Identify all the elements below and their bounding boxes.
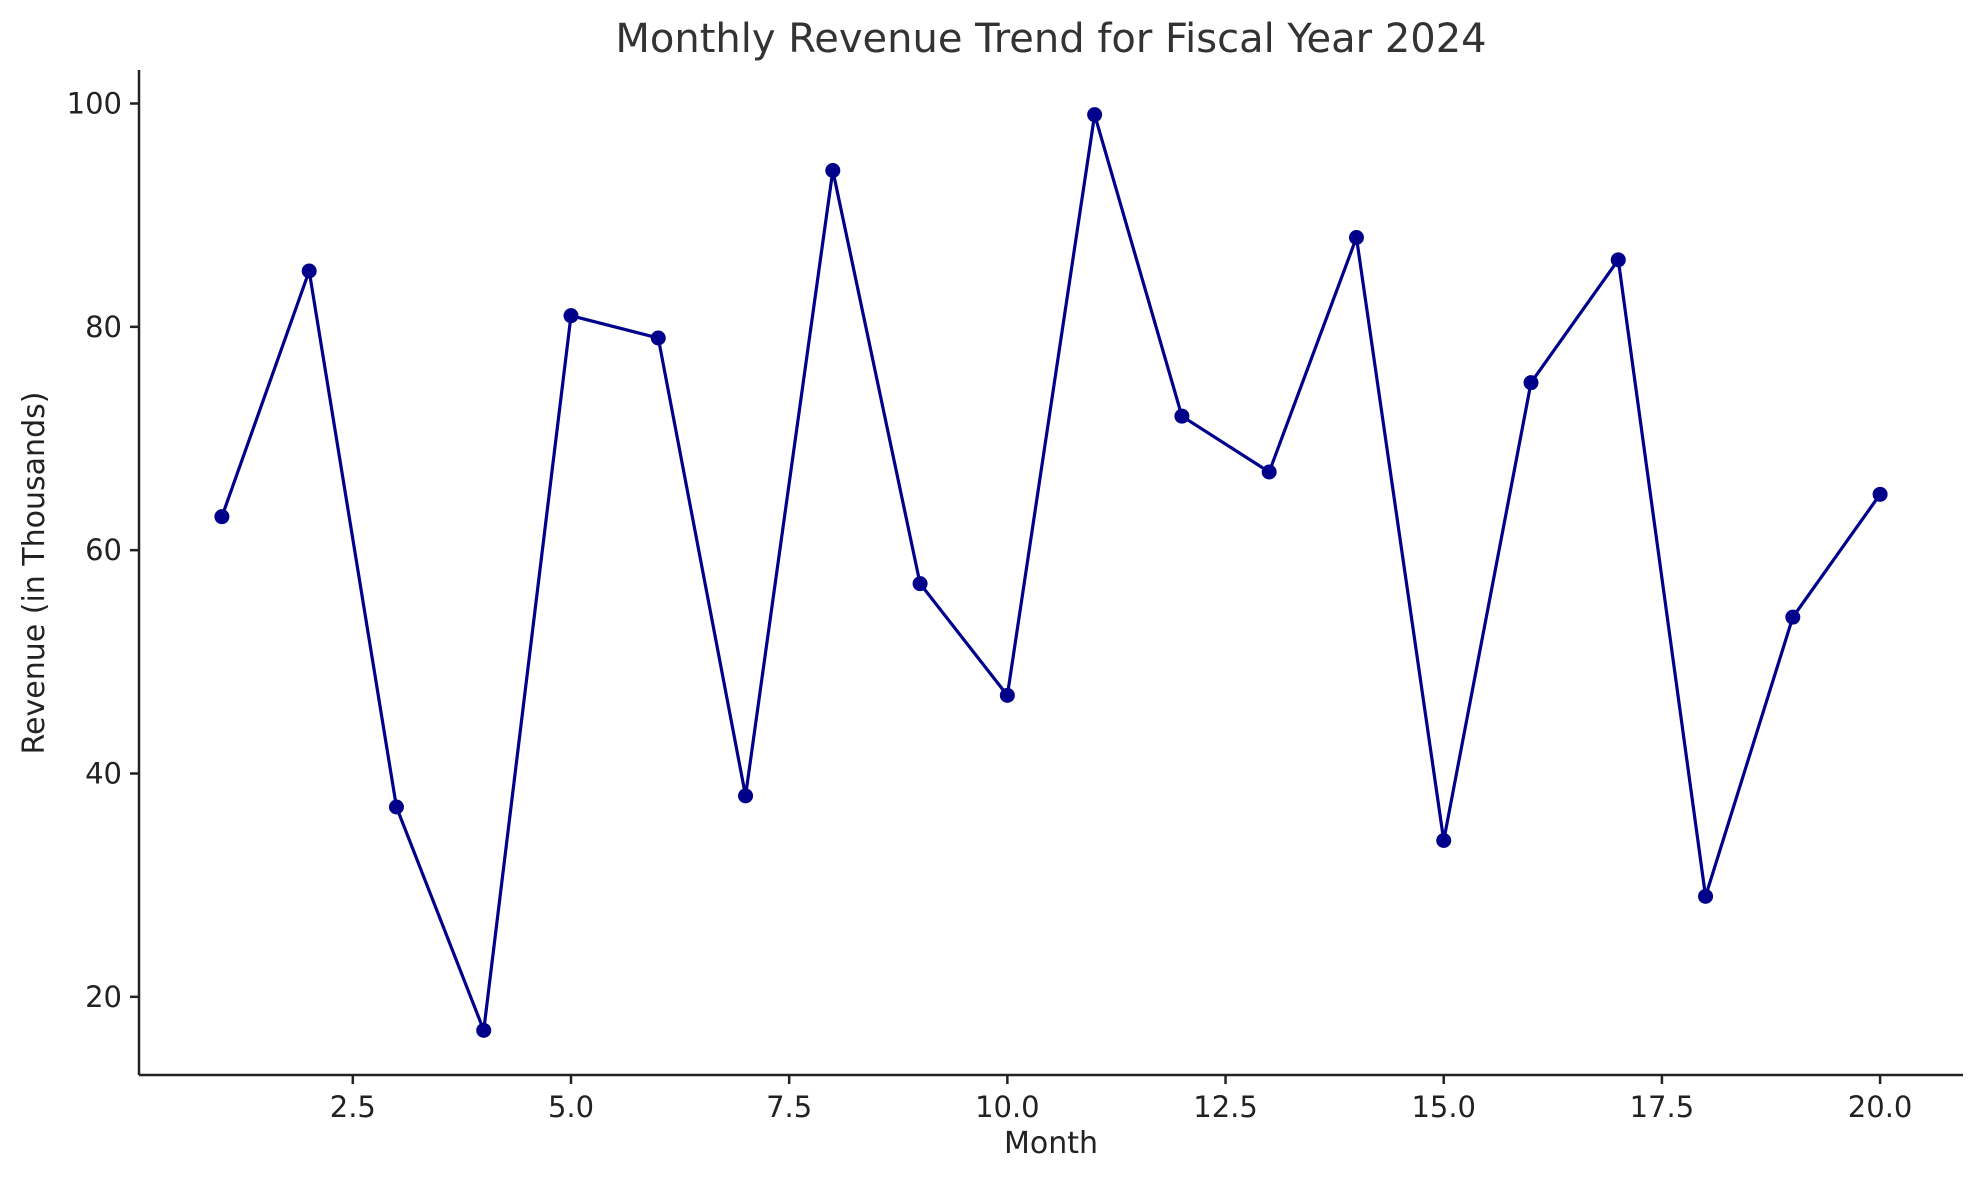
- data-point: [1872, 486, 1888, 502]
- x-tick-label: 2.5: [330, 1090, 376, 1124]
- x-tick-label: 12.5: [1193, 1090, 1258, 1124]
- data-point: [563, 308, 579, 324]
- y-axis-label: Revenue (in Thousands): [17, 392, 52, 755]
- axes: [137, 70, 1963, 1077]
- data-point: [1523, 375, 1539, 391]
- x-tick-label: 20.0: [1848, 1090, 1913, 1124]
- data-point: [1348, 230, 1364, 245]
- y-tick-label: 100: [67, 87, 122, 121]
- x-tick-label: 7.5: [766, 1090, 812, 1124]
- data-point: [1087, 107, 1103, 123]
- chart-title: Monthly Revenue Trend for Fiscal Year 20…: [615, 16, 1486, 62]
- data-point: [1698, 888, 1714, 904]
- x-tick-label: 15.0: [1411, 1090, 1476, 1124]
- series-layer: [214, 107, 1888, 1038]
- data-point: [738, 788, 754, 804]
- data-point: [476, 1022, 492, 1038]
- data-point: [1261, 464, 1277, 480]
- x-tick-label: 5.0: [548, 1090, 594, 1124]
- y-tick-label: 80: [85, 310, 122, 344]
- data-point: [214, 509, 230, 525]
- data-point: [1436, 833, 1452, 848]
- data-point: [301, 263, 317, 279]
- data-point: [388, 799, 404, 815]
- x-axis-label: Month: [1004, 1126, 1098, 1161]
- data-point: [1610, 252, 1626, 268]
- y-tick-label: 20: [85, 980, 122, 1014]
- x-tick-label: 10.0: [975, 1090, 1040, 1124]
- data-point: [912, 576, 928, 592]
- y-tick-label: 60: [85, 533, 122, 567]
- x-ticks: 2.5 5.0 7.5 10.0 12.5 15.0 17.5 20.0: [330, 1075, 1913, 1124]
- y-tick-label: 40: [85, 757, 122, 791]
- data-point: [1174, 408, 1190, 424]
- y-ticks: 20 40 60 80 100: [67, 87, 139, 1014]
- data-point: [650, 330, 666, 346]
- data-point: [999, 687, 1015, 703]
- data-point: [1785, 609, 1801, 625]
- x-tick-label: 17.5: [1630, 1090, 1695, 1124]
- series-line: [220, 113, 1882, 1032]
- data-point: [825, 163, 841, 178]
